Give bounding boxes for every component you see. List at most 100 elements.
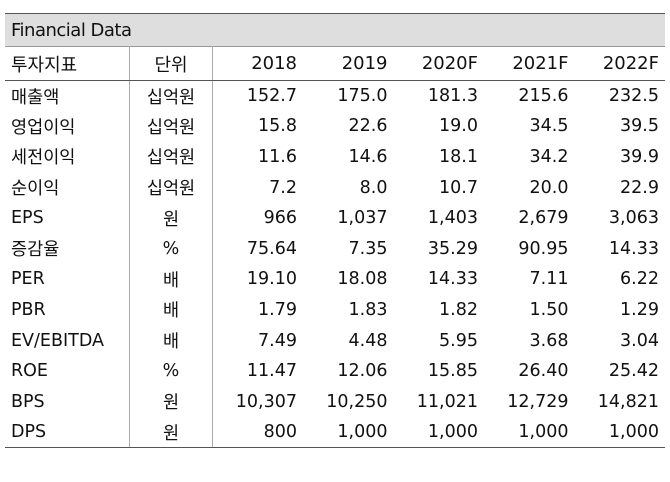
row-value: 25.42	[608, 361, 659, 382]
table-row: 증감율% 75.64 7.35 35.29 90.95 14.33	[5, 233, 665, 265]
table-row: 매출액 십억원 152.7 175.0 181.3 215.6 232.5	[5, 80, 665, 112]
table-row: PBR 배 1.79 1.83 1.82 1.50 1.29	[5, 294, 665, 326]
row-value: 39.9	[620, 146, 659, 167]
row-indicator: 증감율	[5, 233, 130, 265]
row-value: 14.6	[348, 146, 388, 167]
row-value: 34.2	[529, 146, 569, 167]
table-body: 매출액 십억원 152.7 175.0 181.3 215.6 232.5 영업이익 십억원 15…	[5, 80, 665, 449]
row-value: 1,000	[303, 417, 394, 449]
row-value: 5.95	[439, 330, 478, 351]
table-row: PER 배 19.10 18.08 14.33 7.11 6.22	[5, 264, 665, 295]
row-value: 75.64	[246, 238, 297, 259]
table-row: ROE% 11.47 12.06 15.85 26.40 25.42	[5, 355, 665, 387]
table-row: EV/EBITDA 배 7.49 4.48 5.95 3.68 3.04	[5, 325, 665, 356]
table-row: 순이익 십억원 7.2 8.0 10.7 20.0 22.9	[5, 172, 665, 203]
row-value: 800	[212, 417, 303, 449]
table-row: EPS 원 966 1,037 1,403 2,679 3,063	[5, 202, 665, 234]
row-unit: 원	[129, 202, 213, 234]
row-value: 39.5	[620, 116, 659, 137]
row-indicator: EV/EBITDA	[5, 325, 130, 356]
row-value: 10,307	[235, 391, 297, 412]
row-unit: 배	[129, 294, 213, 326]
row-value: 12.06	[337, 361, 388, 382]
row-value: 4.48	[348, 330, 388, 351]
row-value: 1.79	[258, 299, 297, 320]
row-value: 35.29	[427, 238, 478, 259]
header-year: 2018	[212, 46, 303, 81]
row-value: 1.29	[620, 299, 659, 320]
row-unit: %	[129, 355, 213, 387]
row-unit: 십억원	[129, 111, 213, 142]
row-value: 26.40	[518, 361, 569, 382]
table-row: 세전이익 십억원 11.6 14.6 18.1 34.2 39.9	[5, 141, 665, 173]
header-year: 2020F	[393, 46, 484, 81]
row-value: 1.50	[529, 299, 569, 320]
row-value: 14.33	[427, 269, 478, 290]
row-value: 3.04	[620, 330, 659, 351]
row-value: 34.5	[529, 116, 569, 137]
row-unit: 십억원	[129, 172, 213, 203]
financial-table: 투자지표 단위 2018 2019 2020F 2021F 2022F 매출액 십…	[5, 46, 665, 449]
header-year: 2021F	[484, 46, 575, 81]
row-value: 8.0	[359, 177, 388, 198]
row-indicator: BPS	[5, 386, 130, 418]
row-value: 15.8	[258, 116, 297, 137]
row-value: 215.6	[518, 86, 569, 107]
row-unit: 십억원	[129, 80, 213, 112]
row-value: 966	[263, 208, 297, 229]
row-value: 20.0	[529, 177, 569, 198]
row-value: 1,037	[337, 208, 388, 229]
row-value: 12,729	[507, 391, 569, 412]
row-value: 1,000	[393, 417, 484, 449]
row-indicator: 세전이익	[5, 141, 130, 173]
row-value: 175.0	[337, 86, 388, 107]
row-indicator: 영업이익	[5, 111, 130, 142]
row-unit: 배	[129, 325, 213, 356]
row-unit: %	[129, 233, 213, 265]
row-value: 11.47	[246, 361, 297, 382]
table-row: DPS 원 800 1,000 1,000 1,000 1,000	[5, 417, 665, 449]
header-unit: 단위	[129, 46, 213, 81]
row-value: 2,679	[518, 208, 569, 229]
row-value: 19.0	[439, 116, 478, 137]
row-value: 1,000	[484, 417, 575, 449]
row-indicator: EPS	[5, 202, 130, 234]
row-value: 10.7	[439, 177, 478, 198]
row-indicator: 순이익	[5, 172, 130, 203]
row-value: 1.82	[439, 299, 478, 320]
row-unit: 배	[129, 264, 213, 295]
header-year: 2019	[303, 46, 394, 81]
row-value: 1,403	[427, 208, 478, 229]
row-value: 18.08	[337, 269, 388, 290]
row-value: 90.95	[518, 238, 569, 259]
row-value: 22.6	[348, 116, 388, 137]
row-value: 7.49	[258, 330, 297, 351]
row-indicator: DPS	[5, 417, 130, 449]
row-value: 3.68	[529, 330, 569, 351]
row-value: 6.22	[620, 269, 659, 290]
row-value: 7.11	[529, 269, 569, 290]
row-value: 14.33	[608, 238, 659, 259]
row-unit: 원	[129, 417, 213, 449]
row-value: 11.6	[258, 146, 297, 167]
row-value: 152.7	[246, 86, 297, 107]
header-indicator: 투자지표	[5, 46, 130, 81]
row-value: 18.1	[439, 146, 478, 167]
row-value: 232.5	[608, 86, 659, 107]
table-row: BPS 원 10,307 10,250 11,021 12,729 14,821	[5, 386, 665, 418]
row-unit: 원	[129, 386, 213, 418]
row-value: 19.10	[246, 269, 297, 290]
row-value: 14,821	[597, 391, 659, 412]
row-value: 22.9	[620, 177, 659, 198]
header-year: 2022F	[574, 46, 665, 81]
row-value: 10,250	[326, 391, 388, 412]
row-value: 7.35	[348, 238, 388, 259]
row-indicator: ROE	[5, 355, 130, 387]
row-value: 1,000	[574, 417, 665, 449]
row-value: 1.83	[348, 299, 388, 320]
row-indicator: PER	[5, 264, 130, 295]
row-value: 181.3	[427, 86, 478, 107]
row-indicator: PBR	[5, 294, 130, 326]
row-value: 11,021	[416, 391, 478, 412]
row-value: 7.2	[269, 177, 297, 198]
